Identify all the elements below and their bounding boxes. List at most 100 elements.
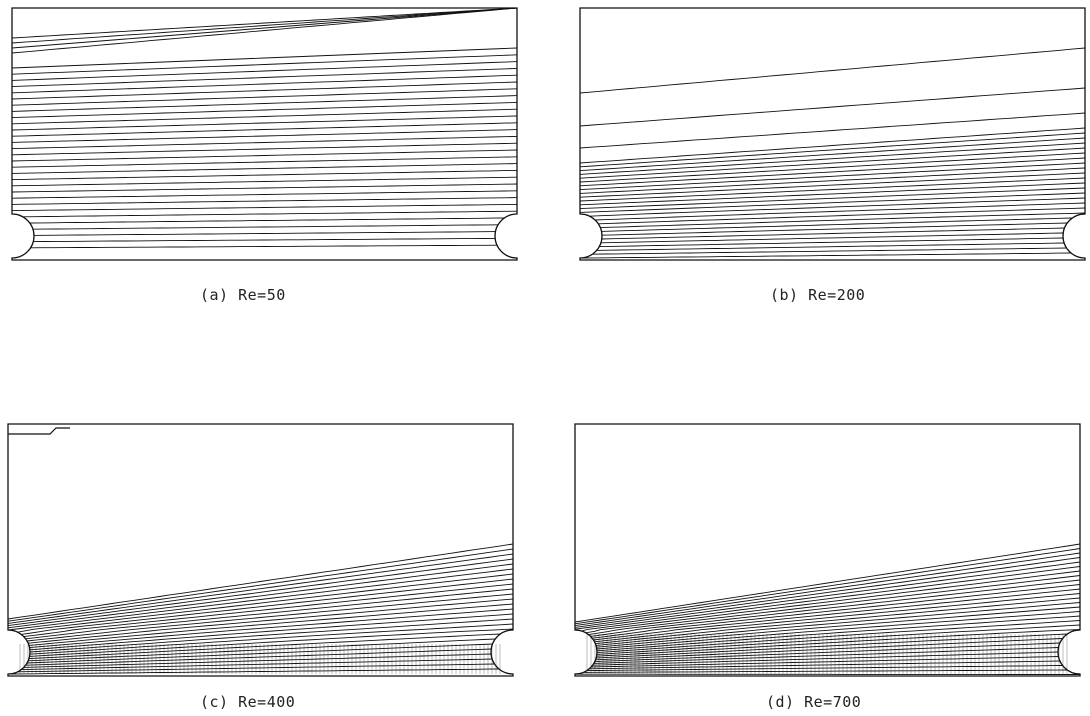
contour-line (27, 643, 493, 664)
contour-line (29, 623, 514, 655)
contour-plot-re200 (579, 7, 1086, 261)
contour-line (22, 210, 518, 218)
contour-line (596, 242, 1065, 251)
contour-line (11, 156, 518, 168)
contour-line (589, 197, 1086, 217)
contour-line (33, 237, 496, 243)
contour-line (21, 578, 514, 635)
contour-line (596, 615, 1081, 652)
contour-line (25, 588, 514, 640)
contour-line (600, 232, 1064, 244)
contour-line (11, 54, 518, 75)
inlet-step (8, 427, 70, 435)
contour-line (29, 608, 514, 649)
contour-line (21, 658, 493, 671)
contour-line (574, 548, 1081, 625)
contour-line (585, 570, 1081, 634)
contour-line (593, 647, 1059, 664)
contour-line (588, 575, 1081, 636)
contour-line (11, 135, 518, 150)
contour-line (29, 217, 505, 224)
contour-line (595, 202, 1086, 221)
contour-line (579, 157, 1086, 187)
contour-line (33, 231, 496, 236)
contour-line (592, 247, 1067, 255)
contour-line (579, 177, 1086, 202)
contour-line (600, 212, 1086, 229)
contour-line (30, 244, 498, 249)
contour-line (594, 593, 1081, 643)
contour-line (590, 579, 1081, 637)
contour-line (11, 122, 518, 137)
contour-line (11, 142, 518, 156)
dense-shading (19, 644, 501, 674)
contour-line (574, 561, 1081, 630)
contour-lines (7, 543, 514, 675)
contour-line (11, 190, 518, 199)
contour-line (7, 543, 514, 620)
contour-line (11, 7, 518, 54)
contour-line (595, 597, 1081, 645)
contour-line (579, 87, 1086, 127)
contour-line (596, 629, 1081, 657)
contour-line (7, 558, 514, 627)
contour-line (11, 176, 518, 187)
panel-caption-a: (a) Re=50 (200, 286, 286, 304)
contour-line (583, 669, 1068, 673)
contour-line (11, 67, 518, 88)
domain-outline (574, 423, 1081, 677)
contour-line (11, 163, 518, 174)
contour-lines (579, 47, 1086, 259)
contour-plot-re400 (7, 423, 514, 677)
contour-line (579, 172, 1086, 198)
contour-panel-re50 (11, 7, 522, 270)
contour-line (601, 227, 1065, 240)
contour-line (581, 566, 1081, 632)
contour-line (11, 7, 518, 49)
contour-line (11, 183, 518, 193)
contour-line (7, 563, 514, 629)
contour-line (579, 252, 1072, 259)
panel-caption-d: (d) Re=700 (766, 693, 862, 711)
contour-plot-re50 (11, 7, 518, 261)
contour-line (17, 573, 514, 633)
contour-line (596, 611, 1081, 650)
contour-line (579, 137, 1086, 172)
contour-line (25, 648, 492, 666)
contour-line (11, 88, 518, 106)
contour-line (29, 618, 514, 653)
panel-caption-c: (c) Re=400 (200, 693, 296, 711)
contour-line (28, 638, 496, 662)
contour-line (7, 668, 500, 675)
contour-line (28, 598, 514, 644)
contour-line (601, 222, 1068, 236)
contour-line (11, 197, 518, 205)
contour-line (11, 149, 518, 162)
contour-line (574, 552, 1081, 627)
contour-line (11, 115, 518, 131)
contour-line (579, 162, 1086, 191)
contour-line (591, 656, 1059, 668)
contour-line (593, 588, 1081, 641)
contour-line (11, 7, 518, 44)
contour-line (29, 628, 514, 657)
contour-line (595, 638, 1063, 661)
contour-line (28, 603, 514, 646)
contour-lines (11, 7, 518, 249)
contour-line (579, 142, 1086, 175)
contour-line (11, 74, 518, 94)
contour-line (579, 112, 1086, 149)
contour-line (11, 129, 518, 143)
contour-line (32, 224, 499, 230)
contour-line (594, 642, 1060, 663)
contour-line (579, 152, 1086, 183)
contour-line (11, 203, 518, 212)
contour-line (579, 192, 1086, 213)
contour-line (27, 593, 514, 642)
contour-line (599, 237, 1064, 248)
contour-line (11, 47, 518, 69)
contour-line (596, 624, 1081, 655)
domain-outline (11, 7, 518, 261)
contour-line (11, 108, 518, 125)
contour-line (596, 633, 1068, 659)
